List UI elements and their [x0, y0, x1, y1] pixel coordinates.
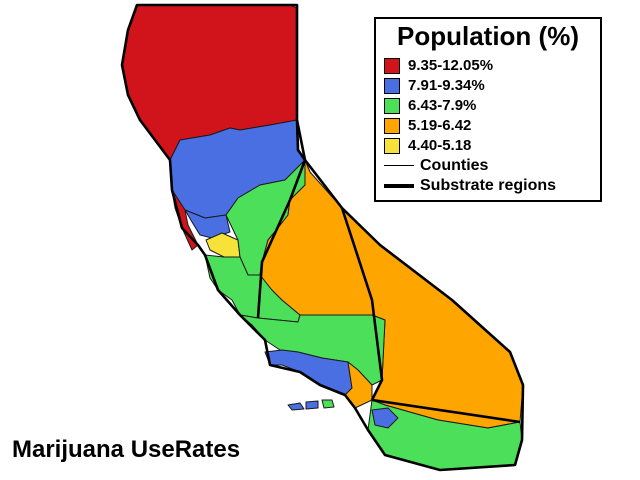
- substrate-border-1: [295, 119, 307, 161]
- legend-item: 9.35-12.05%: [384, 57, 493, 74]
- legend-swatch: [384, 97, 400, 114]
- substrate-border-3: [340, 207, 384, 401]
- substrate-border-4: [371, 398, 521, 424]
- legend-line-label: Counties: [420, 156, 489, 174]
- legend-line-item: Substrate regions: [384, 177, 556, 194]
- legend-item: 7.91-9.34%: [384, 77, 485, 94]
- legend-line-label: Substrate regions: [420, 176, 557, 194]
- substrate-border-2: [256, 159, 307, 319]
- legend-swatch: [384, 77, 400, 94]
- legend-item: 6.43-7.9%: [384, 97, 476, 114]
- legend-title: Population (%): [397, 21, 579, 51]
- legend-item: 4.40-5.18: [384, 137, 471, 154]
- state-outline: [120, 3, 525, 472]
- legend-label: 5.19-6.42: [408, 117, 472, 134]
- thin-line-sample: [384, 165, 414, 166]
- island-2: [305, 400, 319, 410]
- legend-swatch: [384, 137, 400, 154]
- island-1: [287, 402, 305, 411]
- legend-label: 7.91-9.34%: [408, 77, 485, 94]
- legend-swatch: [384, 57, 400, 74]
- legend-line-item: Counties: [384, 157, 488, 174]
- legend-label: 4.40-5.18: [408, 137, 472, 154]
- map-caption: Marijuana UseRates: [12, 436, 241, 463]
- legend-label: 6.43-7.9%: [408, 97, 477, 114]
- legend-swatch: [384, 117, 400, 134]
- region-inland-orange: [344, 361, 373, 409]
- region-marin-red: [171, 189, 199, 251]
- island-3: [321, 399, 335, 409]
- legend-item: 5.19-6.42: [384, 117, 471, 134]
- legend-label: 9.35-12.05%: [408, 57, 494, 74]
- legend: Population (%) 9.35-12.05% 7.91-9.34% 6.…: [374, 17, 602, 202]
- region-sd-blue: [371, 407, 399, 429]
- thick-line-sample: [384, 183, 414, 188]
